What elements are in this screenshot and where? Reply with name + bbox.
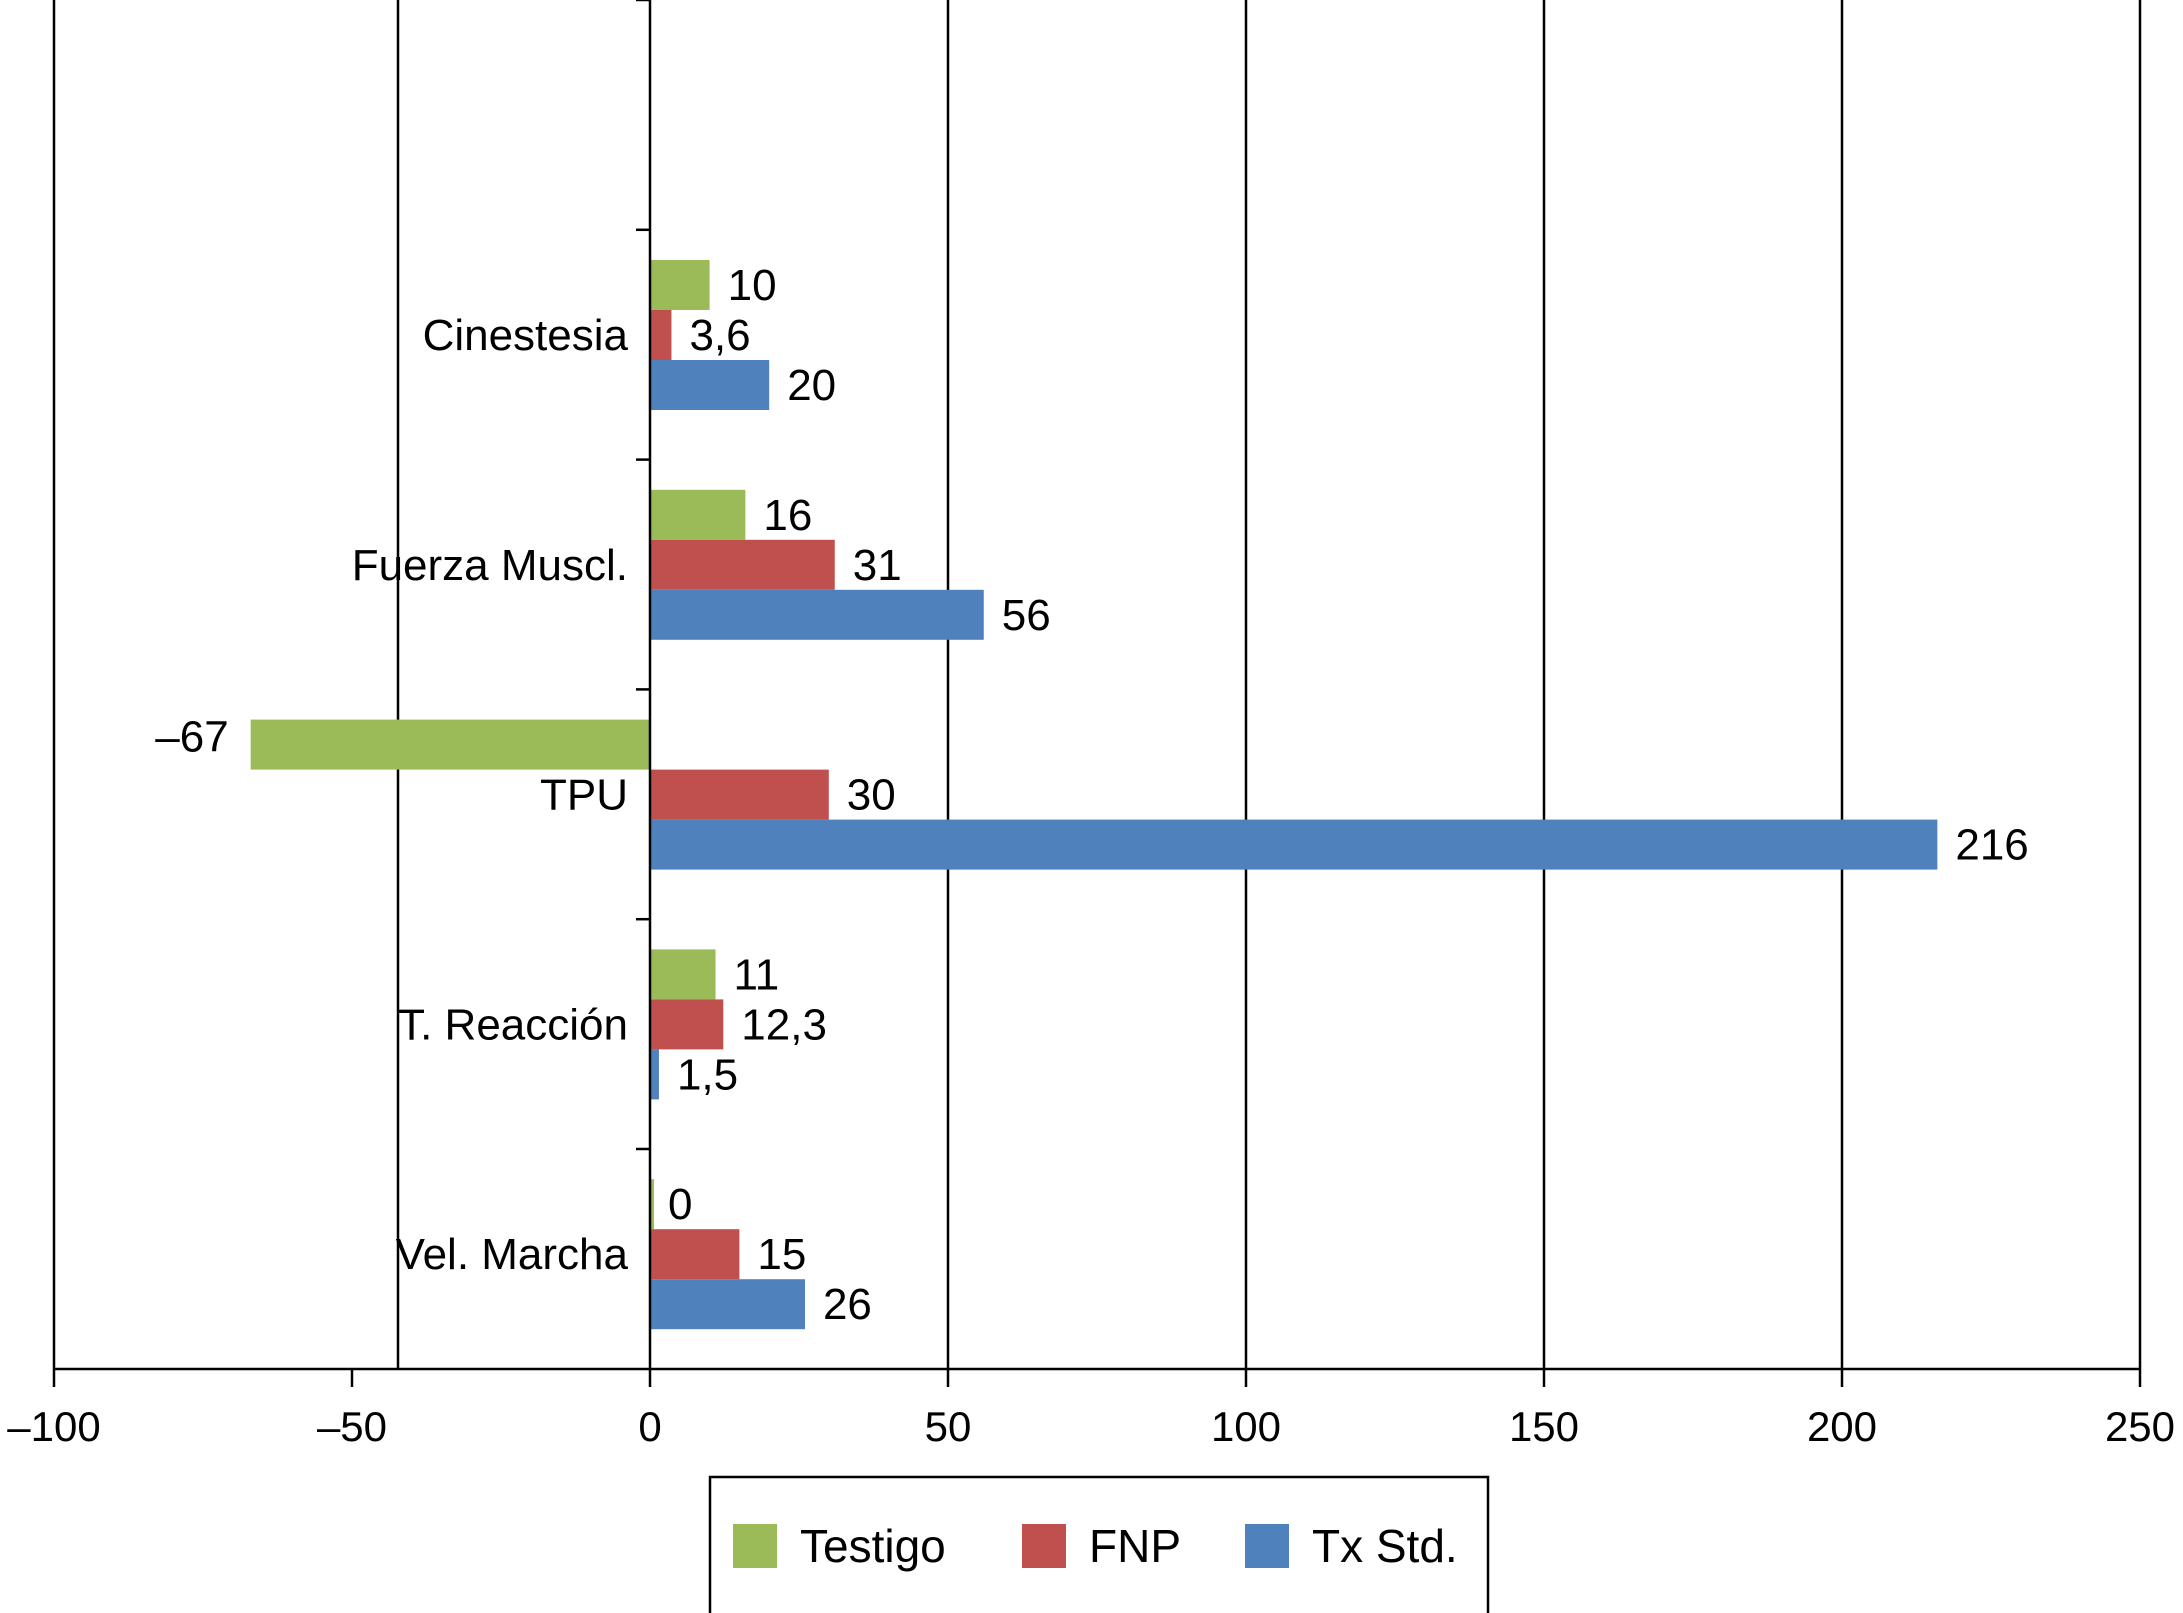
- bar-2-2: [650, 819, 1938, 870]
- data-label: 16: [763, 491, 812, 540]
- data-label: 11: [734, 950, 780, 999]
- x-tick-label: 100: [1211, 1403, 1281, 1450]
- x-tick-label: –50: [317, 1403, 387, 1450]
- bar-0-3: [650, 949, 716, 1000]
- bar-0-1: [650, 489, 746, 540]
- x-tick-label: 0: [638, 1403, 661, 1450]
- data-labels: 10 16 –67 11 0 3,6 31 30 12,3 15 20 56 216 1,5 26: [155, 261, 2029, 1329]
- data-label: 1,5: [677, 1050, 738, 1099]
- legend-label-0: Testigo: [800, 1520, 946, 1572]
- x-tick-label: –100: [7, 1403, 100, 1450]
- axes: [52, 0, 2142, 1387]
- category-label: Cinestesia: [423, 311, 629, 360]
- bar-1-1: [650, 539, 835, 590]
- x-tick-label: 250: [2105, 1403, 2175, 1450]
- x-tick-label: 50: [925, 1403, 972, 1450]
- x-tick-label: 200: [1807, 1403, 1877, 1450]
- bar-0-2: [250, 719, 650, 770]
- bar-2-1: [650, 589, 984, 640]
- bar-1-3: [650, 999, 724, 1050]
- data-label: 30: [847, 771, 896, 820]
- category-label: Vel. Marcha: [396, 1230, 629, 1279]
- data-label: 56: [1002, 591, 1051, 640]
- category-label: T. Reacción: [398, 1000, 628, 1049]
- legend-label-1: FNP: [1089, 1520, 1181, 1572]
- category-label: Fuerza Muscl.: [352, 541, 628, 590]
- bar-0-4: [650, 1179, 654, 1230]
- data-label: –67: [155, 713, 228, 762]
- legend-label-2: Tx Std.: [1312, 1520, 1458, 1572]
- data-label: 26: [823, 1280, 872, 1329]
- data-label: 0: [668, 1180, 692, 1229]
- bar-2-4: [650, 1279, 805, 1330]
- bar-1-2: [650, 769, 829, 820]
- data-label: 31: [853, 541, 902, 590]
- legend-swatch-0: [733, 1524, 777, 1568]
- legend-box: [708, 1475, 1490, 1613]
- legend-swatch-2: [1245, 1524, 1289, 1568]
- bar-1-0: [650, 310, 672, 360]
- legend: Testigo FNP Tx Std.: [708, 1475, 1490, 1613]
- data-label: 10: [728, 261, 777, 310]
- vertical-gridlines: [52, 0, 2142, 1369]
- bar-2-3: [650, 1049, 659, 1100]
- bar-series: [250, 260, 1938, 1330]
- x-tick-labels: –100 –50 0 50 100 150 200 250: [7, 1403, 2175, 1450]
- data-label: 15: [757, 1230, 806, 1279]
- bar-1-4: [650, 1229, 740, 1280]
- data-label: 3,6: [689, 311, 750, 360]
- category-label: TPU: [540, 771, 628, 820]
- data-label: 20: [787, 361, 836, 410]
- bar-2-0: [650, 360, 770, 410]
- x-tick-label: 150: [1509, 1403, 1579, 1450]
- category-labels: Cinestesia Fuerza Muscl. TPU T. Reacción Vel…: [352, 311, 629, 1279]
- data-label: 12,3: [741, 1000, 827, 1049]
- data-label: 216: [1955, 821, 2028, 870]
- legend-swatch-1: [1022, 1524, 1066, 1568]
- bar-0-0: [650, 260, 710, 310]
